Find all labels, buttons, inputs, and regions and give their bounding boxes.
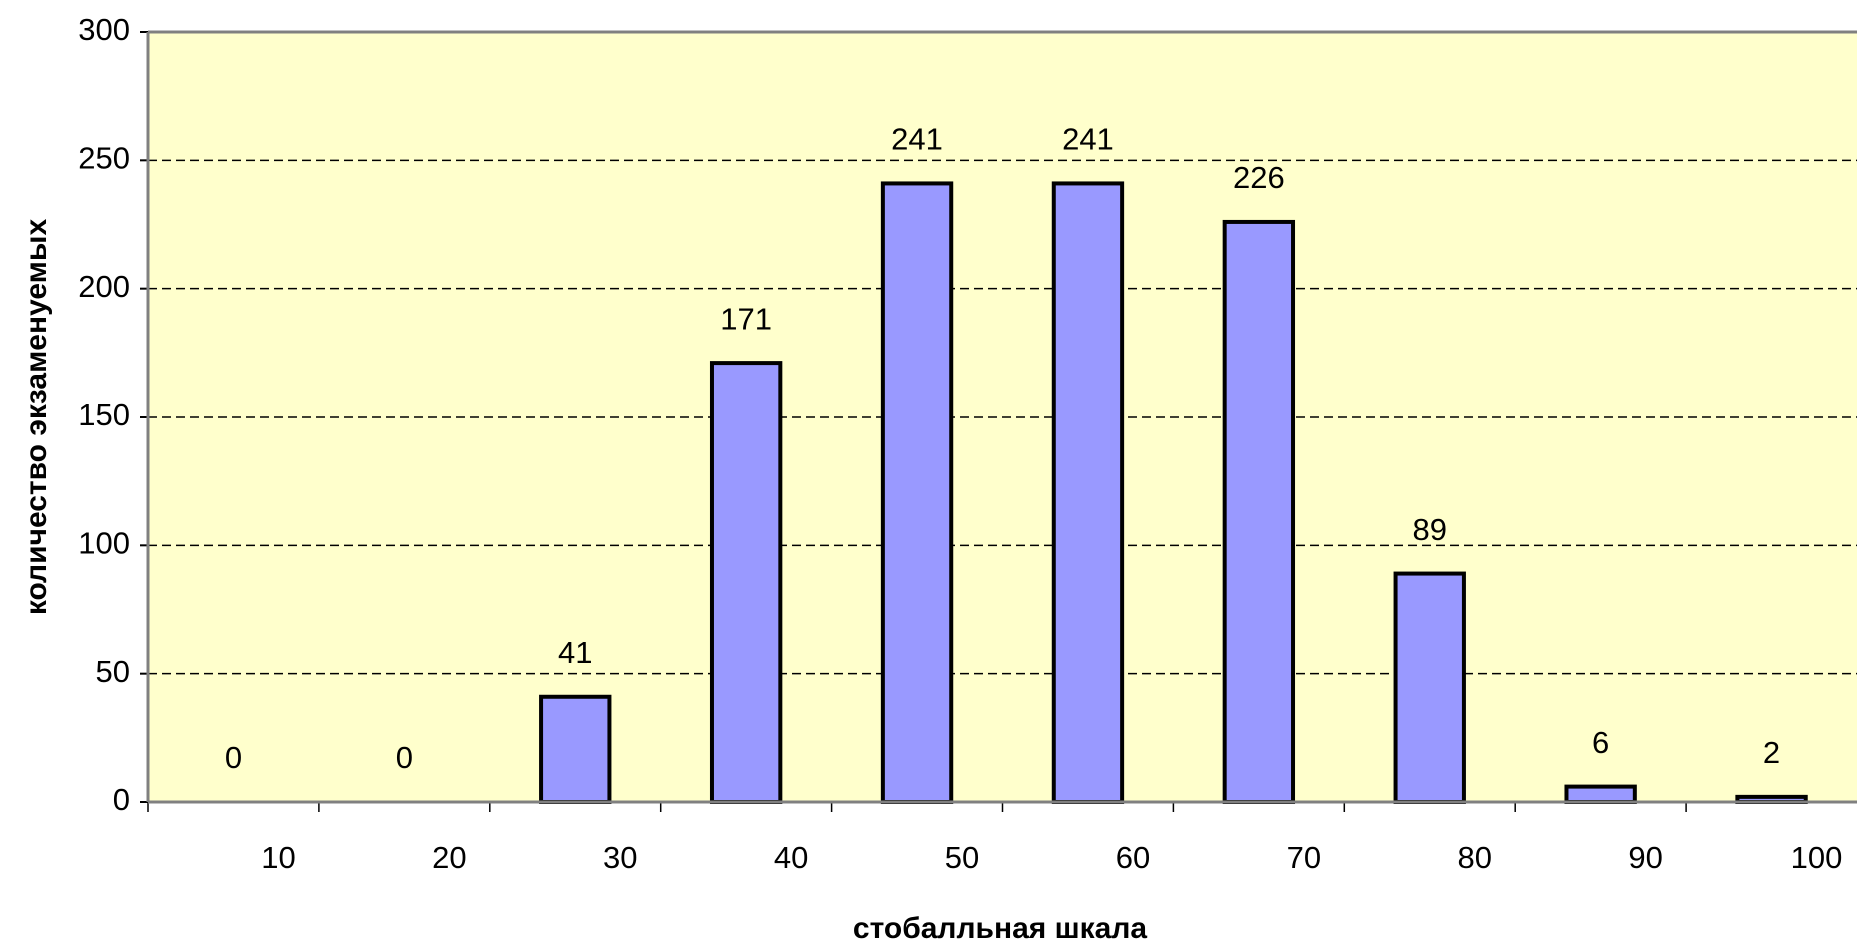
bar bbox=[1222, 219, 1296, 804]
bar bbox=[1051, 181, 1125, 804]
x-tick-label: 70 bbox=[1287, 840, 1321, 875]
y-tick-label: 200 bbox=[78, 269, 130, 304]
x-tick-label: 80 bbox=[1458, 840, 1492, 875]
x-tick-label: 100 bbox=[1791, 840, 1843, 875]
bar bbox=[1393, 571, 1466, 804]
data-label: 2 bbox=[1763, 735, 1780, 770]
y-tick-label: 50 bbox=[96, 654, 130, 689]
x-axis-title: стобалльная шкала bbox=[853, 912, 1147, 945]
x-tick-label: 90 bbox=[1628, 840, 1662, 875]
data-label: 0 bbox=[225, 740, 242, 775]
data-label: 171 bbox=[720, 301, 772, 336]
bar bbox=[539, 694, 612, 804]
y-tick-label: 100 bbox=[78, 526, 130, 561]
data-label: 41 bbox=[558, 635, 592, 670]
data-label: 241 bbox=[1062, 122, 1114, 157]
bar bbox=[880, 181, 954, 804]
y-tick-label: 300 bbox=[78, 12, 130, 47]
bar bbox=[1564, 784, 1637, 804]
y-axis-title: количество экзаменуемых bbox=[20, 219, 53, 616]
y-tick-label: 150 bbox=[78, 397, 130, 432]
x-tick-label: 40 bbox=[774, 840, 808, 875]
data-label: 89 bbox=[1413, 512, 1447, 547]
data-label: 241 bbox=[891, 122, 943, 157]
x-tick-label: 30 bbox=[603, 840, 637, 875]
x-tick-label: 50 bbox=[945, 840, 979, 875]
bar bbox=[709, 361, 783, 804]
x-tick-label: 60 bbox=[1116, 840, 1150, 875]
x-tick-label: 10 bbox=[261, 840, 295, 875]
x-tick-label: 20 bbox=[432, 840, 466, 875]
data-label: 6 bbox=[1592, 725, 1609, 760]
data-label: 0 bbox=[396, 740, 413, 775]
data-label: 226 bbox=[1233, 160, 1285, 195]
y-tick-label: 0 bbox=[113, 782, 130, 817]
y-tick-label: 250 bbox=[78, 141, 130, 176]
